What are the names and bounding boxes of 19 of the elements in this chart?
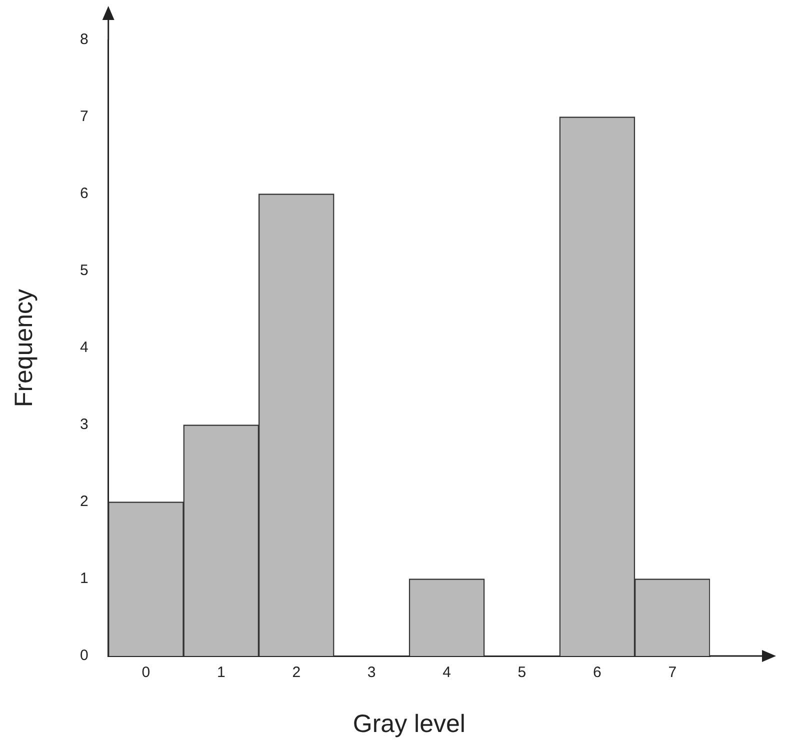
y-tick-label: 2 — [80, 493, 88, 510]
x-tick-label: 2 — [292, 664, 301, 682]
x-tick-label: 6 — [593, 664, 602, 682]
y-tick-label: 4 — [80, 339, 88, 356]
y-tick-label: 3 — [80, 416, 88, 434]
y-tick-label: 7 — [80, 108, 88, 126]
y-axis-title: Frequency — [10, 288, 38, 408]
y-tick-label: 1 — [80, 570, 88, 588]
y-tick-label: 8 — [80, 31, 88, 48]
y-tick-label: 5 — [80, 262, 88, 280]
x-tick-label: 4 — [442, 664, 451, 682]
x-tick-label: 3 — [367, 664, 376, 682]
x-tick-label: 7 — [668, 664, 677, 682]
y-tick-label: 6 — [80, 185, 88, 202]
x-tick-label: 1 — [216, 664, 226, 682]
x-axis-title: Gray level — [352, 710, 466, 738]
y-tick-label: 0 — [80, 647, 88, 664]
x-tick-label: 5 — [518, 664, 526, 682]
x-tick-label: 0 — [142, 664, 150, 682]
